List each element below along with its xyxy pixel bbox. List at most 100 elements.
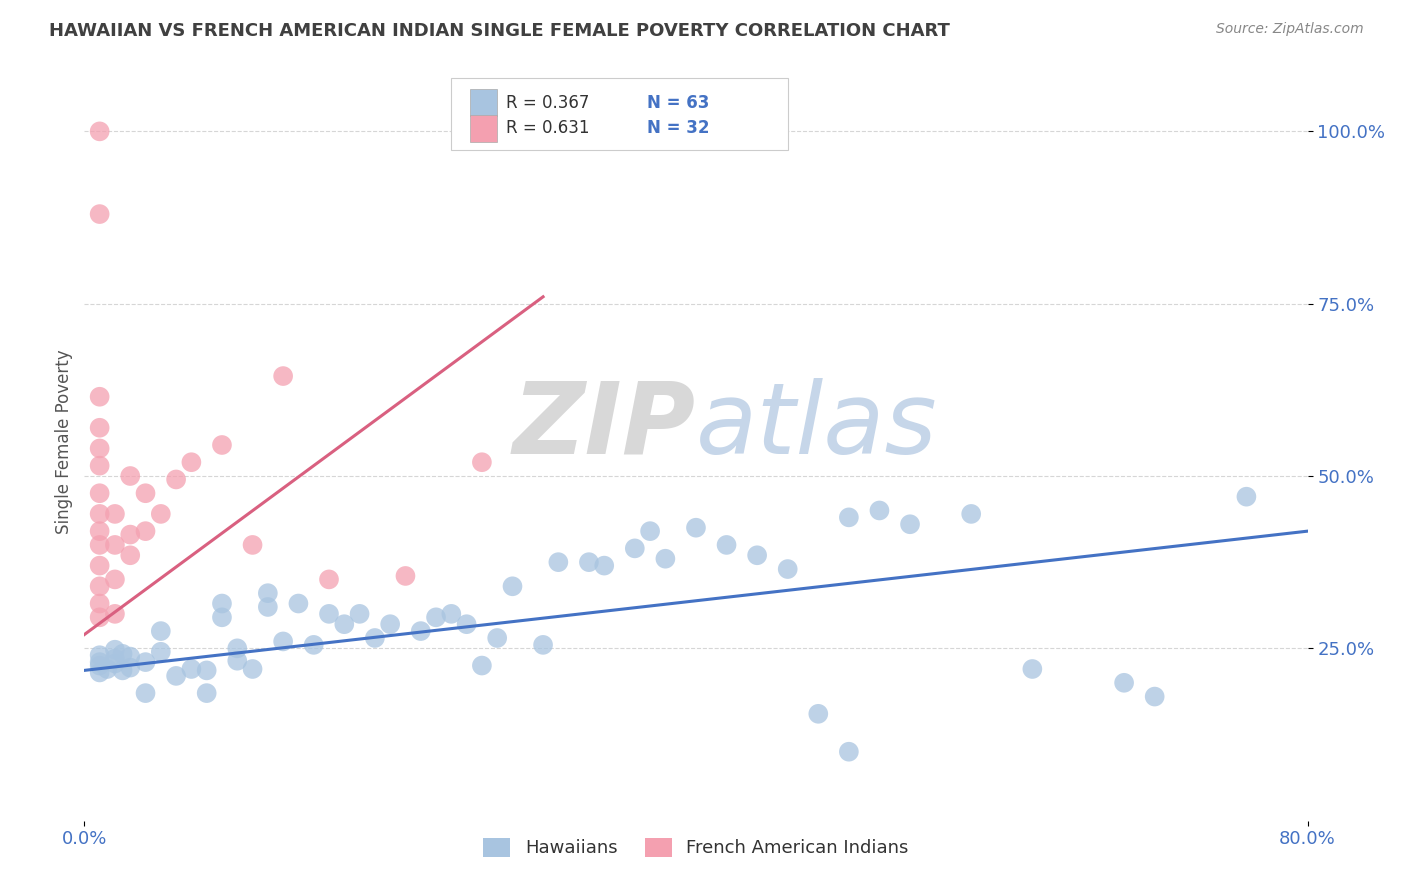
Point — [180, 455, 202, 469]
FancyBboxPatch shape — [470, 89, 496, 116]
Point — [104, 657, 127, 671]
Point — [120, 649, 142, 664]
Point — [165, 473, 187, 487]
Point — [716, 538, 738, 552]
Point — [624, 541, 647, 556]
Point — [747, 548, 769, 563]
Point — [838, 745, 860, 759]
Point — [960, 507, 983, 521]
Point — [776, 562, 799, 576]
Point — [89, 579, 111, 593]
Point — [593, 558, 616, 573]
Point — [638, 524, 661, 538]
Point — [89, 421, 111, 435]
FancyBboxPatch shape — [470, 115, 496, 142]
Point — [578, 555, 600, 569]
Point — [333, 617, 356, 632]
Point — [89, 207, 111, 221]
Point — [349, 607, 371, 621]
Point — [104, 538, 127, 552]
Point — [502, 579, 524, 593]
Point — [111, 647, 134, 661]
Point — [287, 597, 309, 611]
Point — [195, 664, 218, 678]
Point — [104, 642, 127, 657]
Point — [104, 507, 127, 521]
Point — [394, 569, 416, 583]
Point — [89, 597, 111, 611]
Point — [89, 558, 111, 573]
Point — [1114, 675, 1136, 690]
Point — [89, 458, 111, 473]
Point — [89, 524, 111, 538]
Point — [440, 607, 463, 621]
Point — [89, 486, 111, 500]
Point — [89, 655, 111, 669]
Point — [318, 607, 340, 621]
Point — [120, 548, 142, 563]
Point — [898, 517, 921, 532]
Point — [486, 631, 509, 645]
Point — [165, 669, 187, 683]
Point — [180, 662, 202, 676]
Point — [242, 662, 264, 676]
Y-axis label: Single Female Poverty: Single Female Poverty — [55, 350, 73, 533]
Point — [654, 551, 676, 566]
Text: N = 32: N = 32 — [647, 120, 710, 137]
Point — [89, 442, 111, 456]
Legend: Hawaiians, French American Indians: Hawaiians, French American Indians — [477, 830, 915, 864]
Point — [807, 706, 830, 721]
Point — [104, 607, 127, 621]
Point — [271, 369, 294, 384]
Point — [425, 610, 447, 624]
Point — [89, 507, 111, 521]
Point — [271, 634, 294, 648]
Point — [838, 510, 860, 524]
Text: R = 0.631: R = 0.631 — [506, 120, 591, 137]
Point — [104, 573, 127, 587]
Point — [211, 610, 233, 624]
Point — [685, 521, 707, 535]
FancyBboxPatch shape — [451, 78, 787, 150]
Point — [869, 503, 891, 517]
Point — [364, 631, 387, 645]
Point — [409, 624, 432, 639]
Point — [89, 610, 111, 624]
Point — [242, 538, 264, 552]
Point — [89, 538, 111, 552]
Point — [149, 507, 172, 521]
Point — [257, 586, 280, 600]
Point — [89, 658, 111, 673]
Point — [211, 438, 233, 452]
Point — [89, 390, 111, 404]
Point — [211, 597, 233, 611]
Point — [1236, 490, 1258, 504]
Point — [226, 641, 249, 656]
Point — [257, 599, 280, 614]
Point — [1021, 662, 1043, 676]
Point — [89, 665, 111, 680]
Text: N = 63: N = 63 — [647, 94, 710, 112]
Point — [456, 617, 478, 632]
Point — [547, 555, 569, 569]
Point — [135, 524, 157, 538]
Point — [195, 686, 218, 700]
Text: Source: ZipAtlas.com: Source: ZipAtlas.com — [1216, 22, 1364, 37]
Point — [120, 527, 142, 541]
Point — [120, 469, 142, 483]
Point — [318, 573, 340, 587]
Point — [531, 638, 554, 652]
Point — [135, 655, 157, 669]
Point — [104, 651, 127, 665]
Point — [149, 624, 172, 639]
Text: ZIP: ZIP — [513, 378, 696, 475]
Point — [302, 638, 325, 652]
Point — [120, 660, 142, 674]
Point — [111, 664, 134, 678]
Text: HAWAIIAN VS FRENCH AMERICAN INDIAN SINGLE FEMALE POVERTY CORRELATION CHART: HAWAIIAN VS FRENCH AMERICAN INDIAN SINGL… — [49, 22, 950, 40]
Text: R = 0.367: R = 0.367 — [506, 94, 589, 112]
Point — [135, 486, 157, 500]
Point — [471, 455, 494, 469]
Point — [89, 648, 111, 663]
Point — [1143, 690, 1166, 704]
